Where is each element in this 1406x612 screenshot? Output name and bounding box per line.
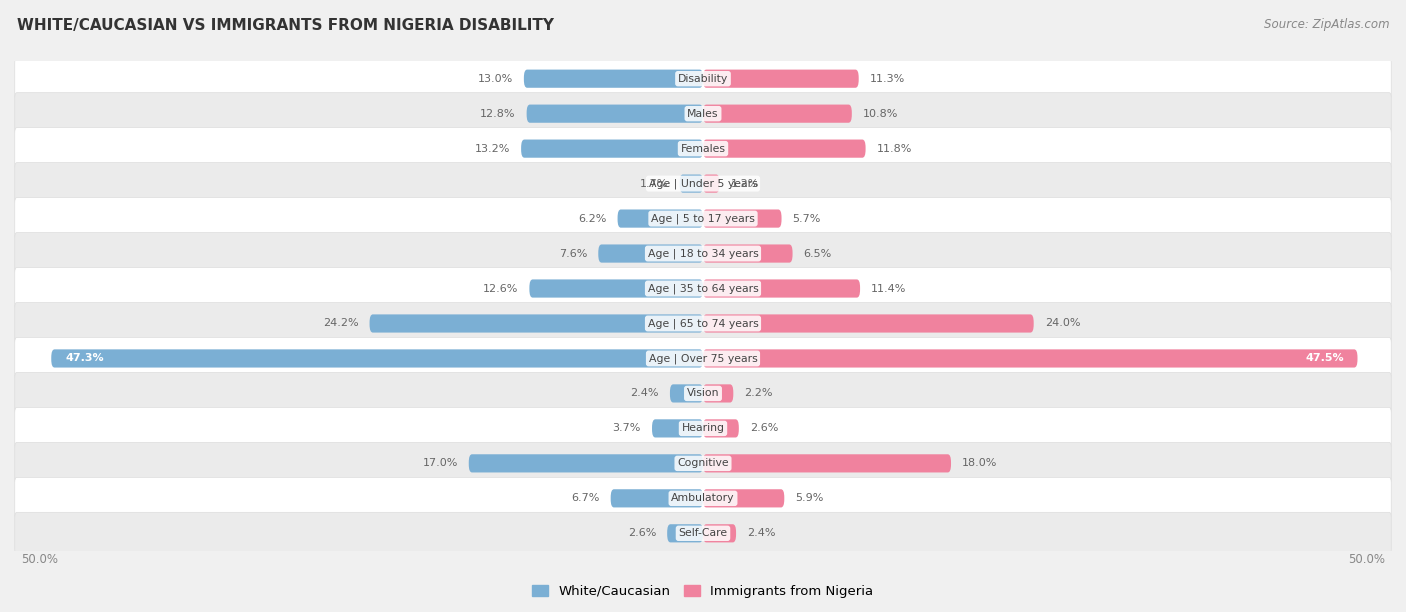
FancyBboxPatch shape	[703, 140, 866, 158]
Text: Age | 5 to 17 years: Age | 5 to 17 years	[651, 214, 755, 224]
Legend: White/Caucasian, Immigrants from Nigeria: White/Caucasian, Immigrants from Nigeria	[527, 580, 879, 603]
Text: 2.6%: 2.6%	[627, 528, 657, 539]
FancyBboxPatch shape	[668, 524, 703, 542]
FancyBboxPatch shape	[652, 419, 703, 438]
FancyBboxPatch shape	[530, 280, 703, 297]
Text: WHITE/CAUCASIAN VS IMMIGRANTS FROM NIGERIA DISABILITY: WHITE/CAUCASIAN VS IMMIGRANTS FROM NIGER…	[17, 18, 554, 34]
FancyBboxPatch shape	[703, 209, 782, 228]
Text: 2.4%: 2.4%	[747, 528, 776, 539]
FancyBboxPatch shape	[14, 512, 1392, 554]
FancyBboxPatch shape	[679, 174, 703, 193]
Text: 50.0%: 50.0%	[21, 553, 58, 566]
Text: 24.2%: 24.2%	[323, 318, 359, 329]
FancyBboxPatch shape	[14, 373, 1392, 414]
FancyBboxPatch shape	[51, 349, 703, 368]
Text: Cognitive: Cognitive	[678, 458, 728, 468]
FancyBboxPatch shape	[14, 442, 1392, 484]
FancyBboxPatch shape	[703, 244, 793, 263]
Text: 2.4%: 2.4%	[630, 389, 659, 398]
FancyBboxPatch shape	[703, 349, 1358, 368]
Text: 12.8%: 12.8%	[479, 109, 516, 119]
FancyBboxPatch shape	[14, 337, 1392, 379]
Text: 6.2%: 6.2%	[578, 214, 606, 223]
Text: 13.0%: 13.0%	[478, 73, 513, 84]
FancyBboxPatch shape	[703, 454, 950, 472]
Text: Source: ZipAtlas.com: Source: ZipAtlas.com	[1264, 18, 1389, 31]
FancyBboxPatch shape	[703, 489, 785, 507]
Text: Females: Females	[681, 144, 725, 154]
Text: Age | Under 5 years: Age | Under 5 years	[648, 178, 758, 189]
FancyBboxPatch shape	[617, 209, 703, 228]
FancyBboxPatch shape	[14, 128, 1392, 170]
Text: 11.8%: 11.8%	[876, 144, 912, 154]
Text: 5.7%: 5.7%	[793, 214, 821, 223]
Text: 6.5%: 6.5%	[804, 248, 832, 258]
FancyBboxPatch shape	[14, 477, 1392, 520]
FancyBboxPatch shape	[524, 70, 703, 88]
Text: Vision: Vision	[686, 389, 720, 398]
FancyBboxPatch shape	[14, 267, 1392, 310]
FancyBboxPatch shape	[703, 105, 852, 123]
Text: 12.6%: 12.6%	[484, 283, 519, 294]
FancyBboxPatch shape	[599, 244, 703, 263]
Text: 47.5%: 47.5%	[1305, 354, 1344, 364]
Text: 2.6%: 2.6%	[749, 424, 779, 433]
FancyBboxPatch shape	[703, 524, 737, 542]
FancyBboxPatch shape	[703, 280, 860, 297]
Text: Age | 35 to 64 years: Age | 35 to 64 years	[648, 283, 758, 294]
FancyBboxPatch shape	[703, 174, 720, 193]
FancyBboxPatch shape	[14, 58, 1392, 100]
Text: 24.0%: 24.0%	[1045, 318, 1080, 329]
Text: 7.6%: 7.6%	[558, 248, 588, 258]
Text: 3.7%: 3.7%	[613, 424, 641, 433]
FancyBboxPatch shape	[703, 384, 734, 403]
FancyBboxPatch shape	[703, 419, 738, 438]
Text: Age | Over 75 years: Age | Over 75 years	[648, 353, 758, 364]
Text: Age | 18 to 34 years: Age | 18 to 34 years	[648, 248, 758, 259]
Text: 11.3%: 11.3%	[870, 73, 905, 84]
FancyBboxPatch shape	[14, 92, 1392, 135]
FancyBboxPatch shape	[703, 315, 1033, 332]
Text: 6.7%: 6.7%	[571, 493, 599, 503]
Text: Disability: Disability	[678, 73, 728, 84]
Text: 50.0%: 50.0%	[1348, 553, 1385, 566]
FancyBboxPatch shape	[14, 198, 1392, 239]
Text: 11.4%: 11.4%	[872, 283, 907, 294]
FancyBboxPatch shape	[610, 489, 703, 507]
Text: 47.3%: 47.3%	[65, 354, 104, 364]
Text: 1.2%: 1.2%	[731, 179, 759, 188]
FancyBboxPatch shape	[14, 302, 1392, 345]
Text: 2.2%: 2.2%	[744, 389, 773, 398]
FancyBboxPatch shape	[669, 384, 703, 403]
FancyBboxPatch shape	[14, 233, 1392, 275]
FancyBboxPatch shape	[527, 105, 703, 123]
FancyBboxPatch shape	[14, 163, 1392, 204]
Text: 13.2%: 13.2%	[475, 144, 510, 154]
Text: Ambulatory: Ambulatory	[671, 493, 735, 503]
Text: 10.8%: 10.8%	[863, 109, 898, 119]
FancyBboxPatch shape	[370, 315, 703, 332]
Text: 1.7%: 1.7%	[640, 179, 669, 188]
Text: Age | 65 to 74 years: Age | 65 to 74 years	[648, 318, 758, 329]
Text: 5.9%: 5.9%	[796, 493, 824, 503]
FancyBboxPatch shape	[468, 454, 703, 472]
Text: 17.0%: 17.0%	[422, 458, 458, 468]
Text: Self-Care: Self-Care	[679, 528, 727, 539]
Text: Males: Males	[688, 109, 718, 119]
FancyBboxPatch shape	[14, 408, 1392, 449]
FancyBboxPatch shape	[522, 140, 703, 158]
Text: Hearing: Hearing	[682, 424, 724, 433]
Text: 18.0%: 18.0%	[962, 458, 997, 468]
FancyBboxPatch shape	[703, 70, 859, 88]
